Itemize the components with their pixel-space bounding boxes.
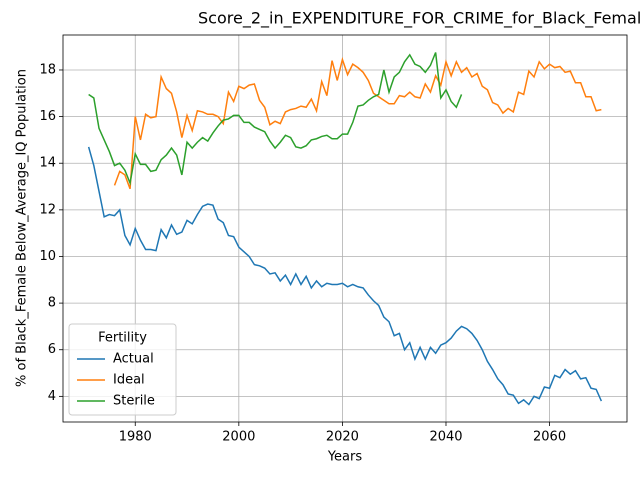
legend-label: Ideal bbox=[113, 373, 145, 388]
y-axis-label: % of Black_Female Below_Average_IQ Popul… bbox=[15, 69, 30, 387]
x-tick-label: 2020 bbox=[326, 430, 359, 445]
plot-frame bbox=[62, 34, 628, 423]
chart-title: Score_2_in_EXPENDITURE_FOR_CRIME_for_Bla… bbox=[198, 9, 640, 29]
y-tick-label: 14 bbox=[39, 156, 56, 171]
series-line bbox=[87, 146, 603, 406]
x-tick-label: 2040 bbox=[429, 430, 462, 445]
y-tick-label: 6 bbox=[48, 342, 56, 357]
series-line bbox=[88, 52, 463, 186]
legend-title: Fertility bbox=[98, 331, 147, 346]
legend-label: Actual bbox=[113, 352, 154, 367]
y-tick-label: 10 bbox=[39, 249, 56, 264]
x-axis-label: Years bbox=[327, 450, 363, 465]
x-tick-label: 2000 bbox=[222, 430, 255, 445]
y-tick-label: 18 bbox=[39, 62, 56, 77]
y-tick-label: 8 bbox=[48, 296, 56, 311]
y-tick-label: 12 bbox=[39, 202, 56, 217]
series-line bbox=[113, 56, 602, 190]
legend: Fertility Actual Ideal Sterile bbox=[68, 323, 177, 416]
legend-label: Sterile bbox=[113, 394, 155, 409]
legend-box bbox=[68, 323, 177, 416]
y-tick-label: 4 bbox=[48, 389, 56, 404]
x-tick-label: 2060 bbox=[533, 430, 566, 445]
x-tick-label: 1980 bbox=[119, 430, 152, 445]
y-tick-label: 16 bbox=[39, 109, 56, 124]
